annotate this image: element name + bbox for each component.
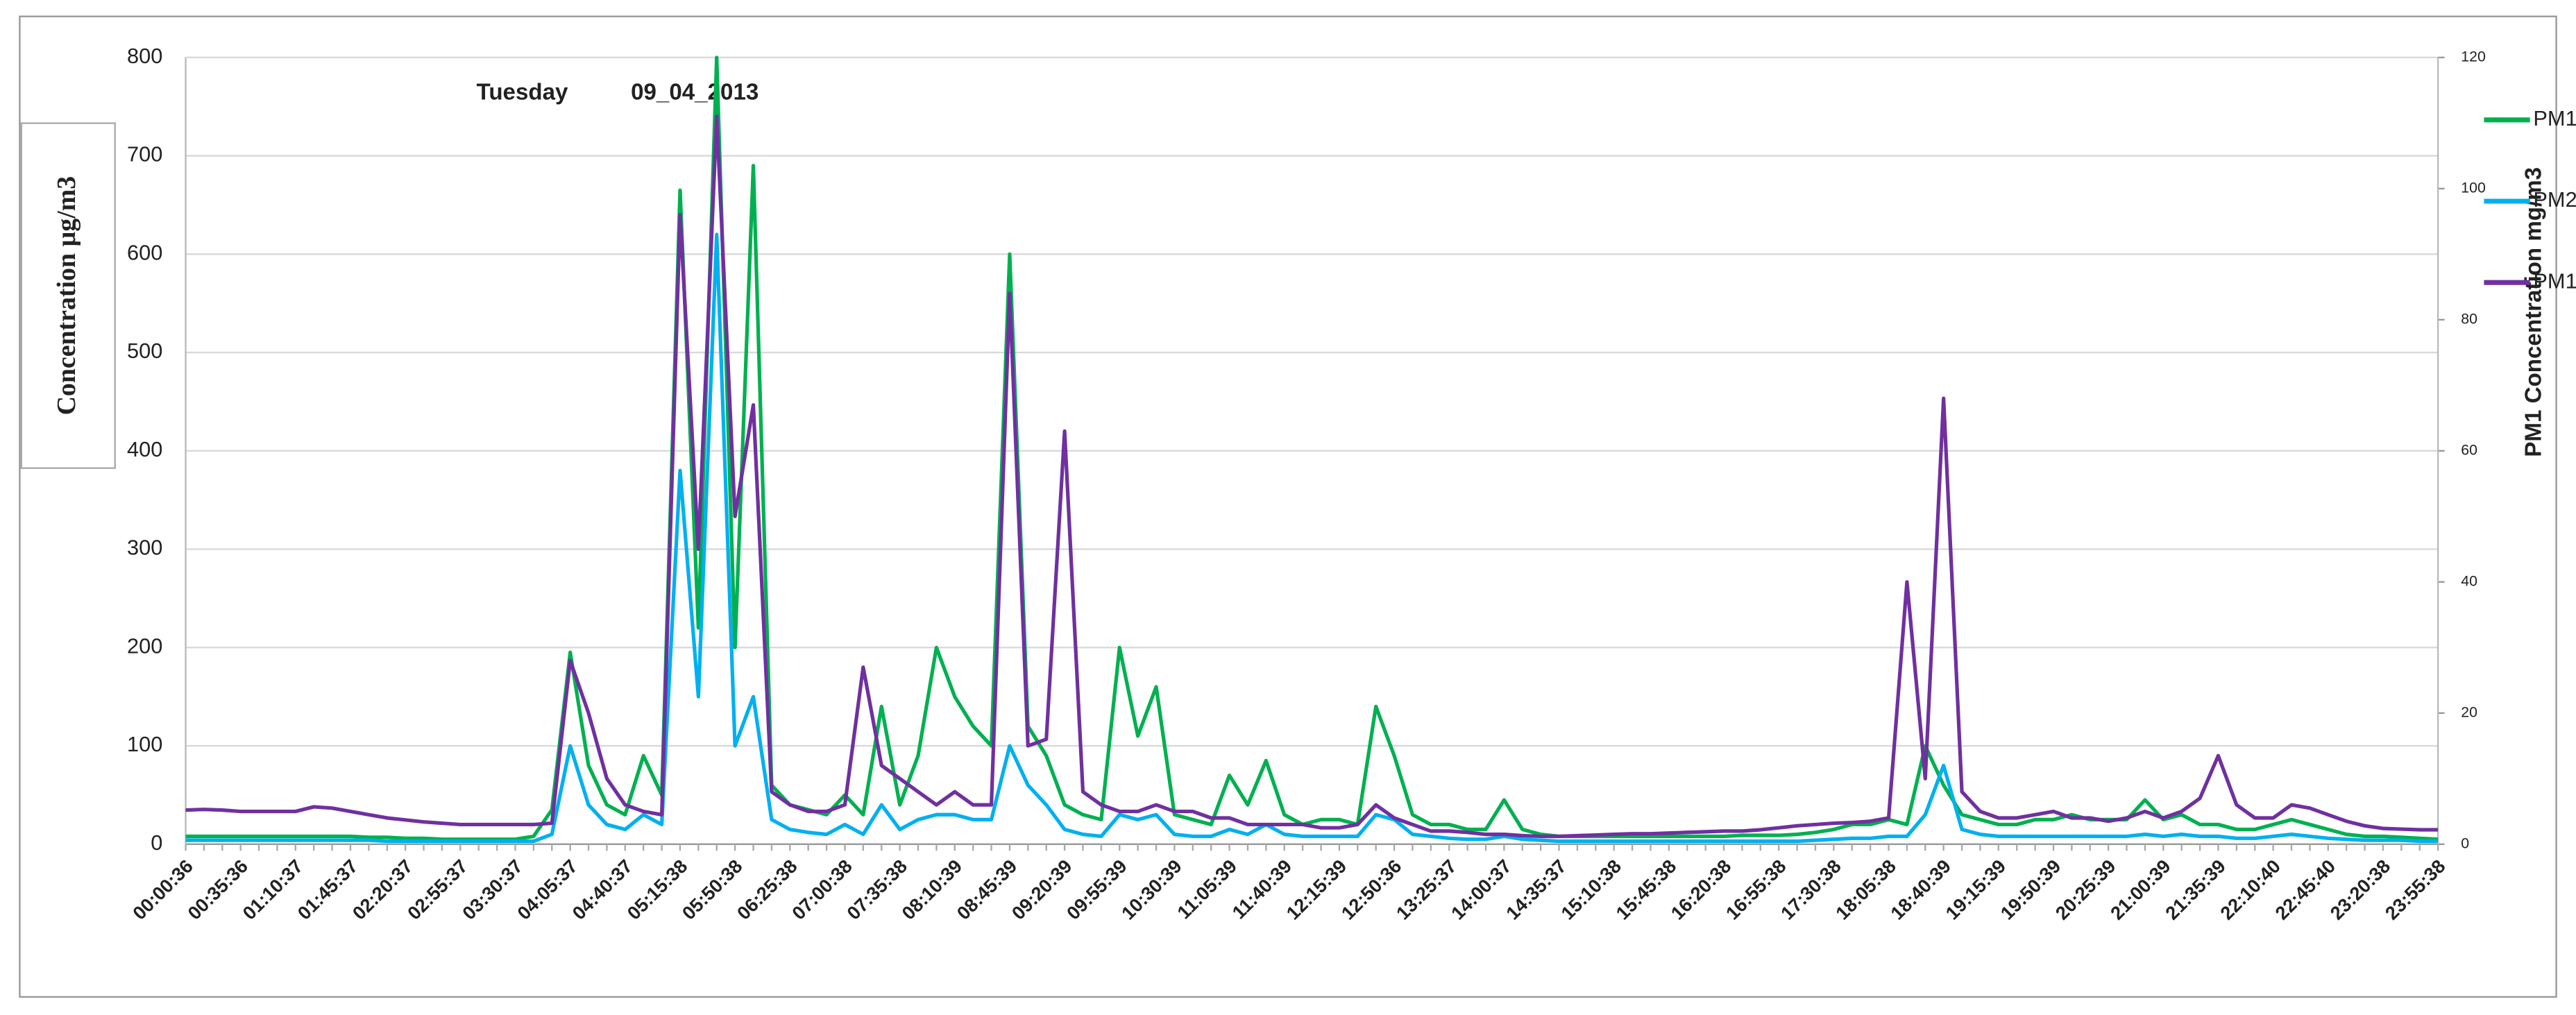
x-tick-label: 13:25:37 [1392, 855, 1461, 924]
x-tick-label: 07:00:38 [788, 855, 856, 924]
y2-tick-label: 0 [2461, 835, 2469, 851]
x-tick-label: 07:35:38 [842, 855, 911, 924]
y-tick-label: 100 [127, 732, 162, 756]
series-line [185, 114, 2439, 839]
x-tick-label: 00:00:36 [128, 855, 197, 924]
y-tick-label: 500 [127, 339, 162, 363]
x-tick-label: 16:55:38 [1722, 855, 1790, 924]
y-tick-label: 700 [127, 142, 162, 167]
x-tick-label: 12:50:36 [1337, 855, 1406, 924]
x-tick-label: 18:05:38 [1831, 855, 1900, 924]
x-tick-label: 21:35:39 [2161, 855, 2230, 924]
y2-tick-label: 20 [2461, 703, 2477, 720]
y-axis-label: Concentration µg/m3 [52, 176, 81, 416]
x-tick-label: 20:25:39 [2051, 855, 2120, 924]
y-tick-label: 600 [127, 240, 162, 264]
y2-tick-label: 80 [2461, 310, 2477, 327]
x-tick-label: 10:30:39 [1117, 855, 1186, 924]
x-tick-label: 04:40:37 [568, 855, 636, 924]
legend-label: PM10 [2533, 106, 2576, 130]
x-tick-label: 14:00:37 [1447, 855, 1516, 924]
x-tick-label: 23:20:38 [2325, 855, 2394, 924]
y-tick-label: 400 [127, 437, 162, 461]
x-tick-label: 22:10:40 [2216, 855, 2285, 924]
y2-tick-label: 60 [2461, 441, 2477, 458]
frame [19, 15, 2557, 998]
y2-tick-label: 40 [2461, 572, 2477, 589]
x-tick-label: 22:45:40 [2271, 855, 2339, 924]
chart-subtitle: 09_04_2013 [631, 80, 759, 105]
legend-label: PM2,5 [2533, 187, 2576, 212]
x-tick-label: 08:10:39 [897, 855, 966, 924]
x-tick-label: 06:25:38 [733, 855, 802, 924]
x-tick-label: 02:55:37 [403, 855, 472, 924]
x-tick-label: 02:20:37 [348, 855, 417, 924]
x-tick-label: 05:50:38 [678, 855, 747, 924]
y-tick-label: 800 [127, 44, 162, 68]
x-tick-label: 18:40:39 [1886, 855, 1955, 924]
x-tick-label: 01:10:37 [238, 855, 307, 924]
x-tick-label: 21:00:39 [2106, 855, 2175, 924]
x-tick-label: 11:05:39 [1173, 855, 1241, 923]
x-tick-label: 14:35:37 [1502, 855, 1570, 924]
y-tick-label: 200 [127, 633, 162, 658]
x-tick-label: 17:30:38 [1777, 855, 1845, 924]
x-tick-label: 05:15:38 [622, 855, 691, 924]
x-tick-label: 04:05:37 [513, 855, 582, 924]
x-tick-label: 23:55:38 [2381, 855, 2450, 924]
x-tick-label: 19:50:39 [1996, 855, 2065, 924]
legend-label: PM1 [2533, 268, 2576, 293]
x-tick-label: 15:45:38 [1611, 855, 1680, 924]
x-tick-label: 08:45:39 [952, 855, 1021, 924]
x-tick-label: 09:20:39 [1008, 855, 1076, 924]
series-line [185, 232, 2439, 844]
x-tick-label: 19:15:39 [1941, 855, 2010, 924]
y-tick-label: 300 [127, 536, 162, 560]
x-tick-label: 16:20:38 [1666, 855, 1735, 924]
y-label-box [20, 122, 116, 469]
x-tick-label: 12:15:39 [1282, 855, 1350, 924]
x-tick-label: 00:35:36 [183, 855, 252, 924]
x-tick-label: 01:45:37 [293, 855, 362, 924]
x-tick-label: 03:30:37 [458, 855, 527, 924]
series-line [185, 56, 2439, 842]
chart-title: Tuesday [477, 80, 569, 105]
y2-tick-label: 120 [2461, 48, 2486, 65]
y2-tick-label: 100 [2461, 179, 2486, 196]
x-tick-label: 15:10:38 [1557, 855, 1625, 924]
y-tick-label: 0 [151, 830, 162, 855]
x-tick-label: 09:55:39 [1062, 855, 1131, 924]
y2-axis-label: PM1 Concentration mg/m3 [2521, 167, 2547, 457]
